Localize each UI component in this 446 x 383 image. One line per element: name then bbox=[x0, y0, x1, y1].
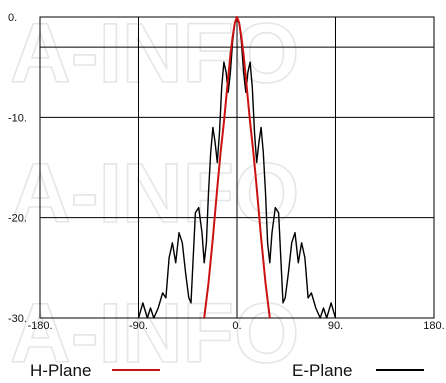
watermark-text-2: A-INFO bbox=[10, 146, 299, 240]
y-tick-label: -30. bbox=[8, 313, 27, 325]
y-tick-label: -20. bbox=[8, 213, 27, 225]
x-tick-label: 90. bbox=[328, 320, 343, 332]
watermark-text-3: A-INFO bbox=[10, 286, 299, 380]
x-tick-label: -180. bbox=[27, 320, 52, 332]
watermark: A-INFO A-INFO A-INFO bbox=[9, 5, 300, 381]
plot-series bbox=[137, 16, 337, 319]
plot-grid bbox=[39, 16, 435, 319]
x-tick-label: -90. bbox=[129, 320, 148, 332]
legend: H-Plane E-Plane bbox=[30, 361, 424, 380]
axis-ticks: 0. -10. -20. -30.-180. -90. 0. 90. 180. bbox=[8, 12, 445, 332]
series-line-h-plane bbox=[203, 16, 271, 319]
legend-label-e-plane: E-Plane bbox=[292, 361, 352, 380]
legend-label-h-plane: H-Plane bbox=[30, 361, 91, 380]
watermark-text-1: A-INFO bbox=[10, 6, 299, 100]
x-tick-label: 0. bbox=[232, 320, 241, 332]
y-tick-label: -10. bbox=[8, 112, 27, 124]
y-tick-label: 0. bbox=[8, 12, 17, 24]
x-tick-label: 180. bbox=[423, 320, 444, 332]
